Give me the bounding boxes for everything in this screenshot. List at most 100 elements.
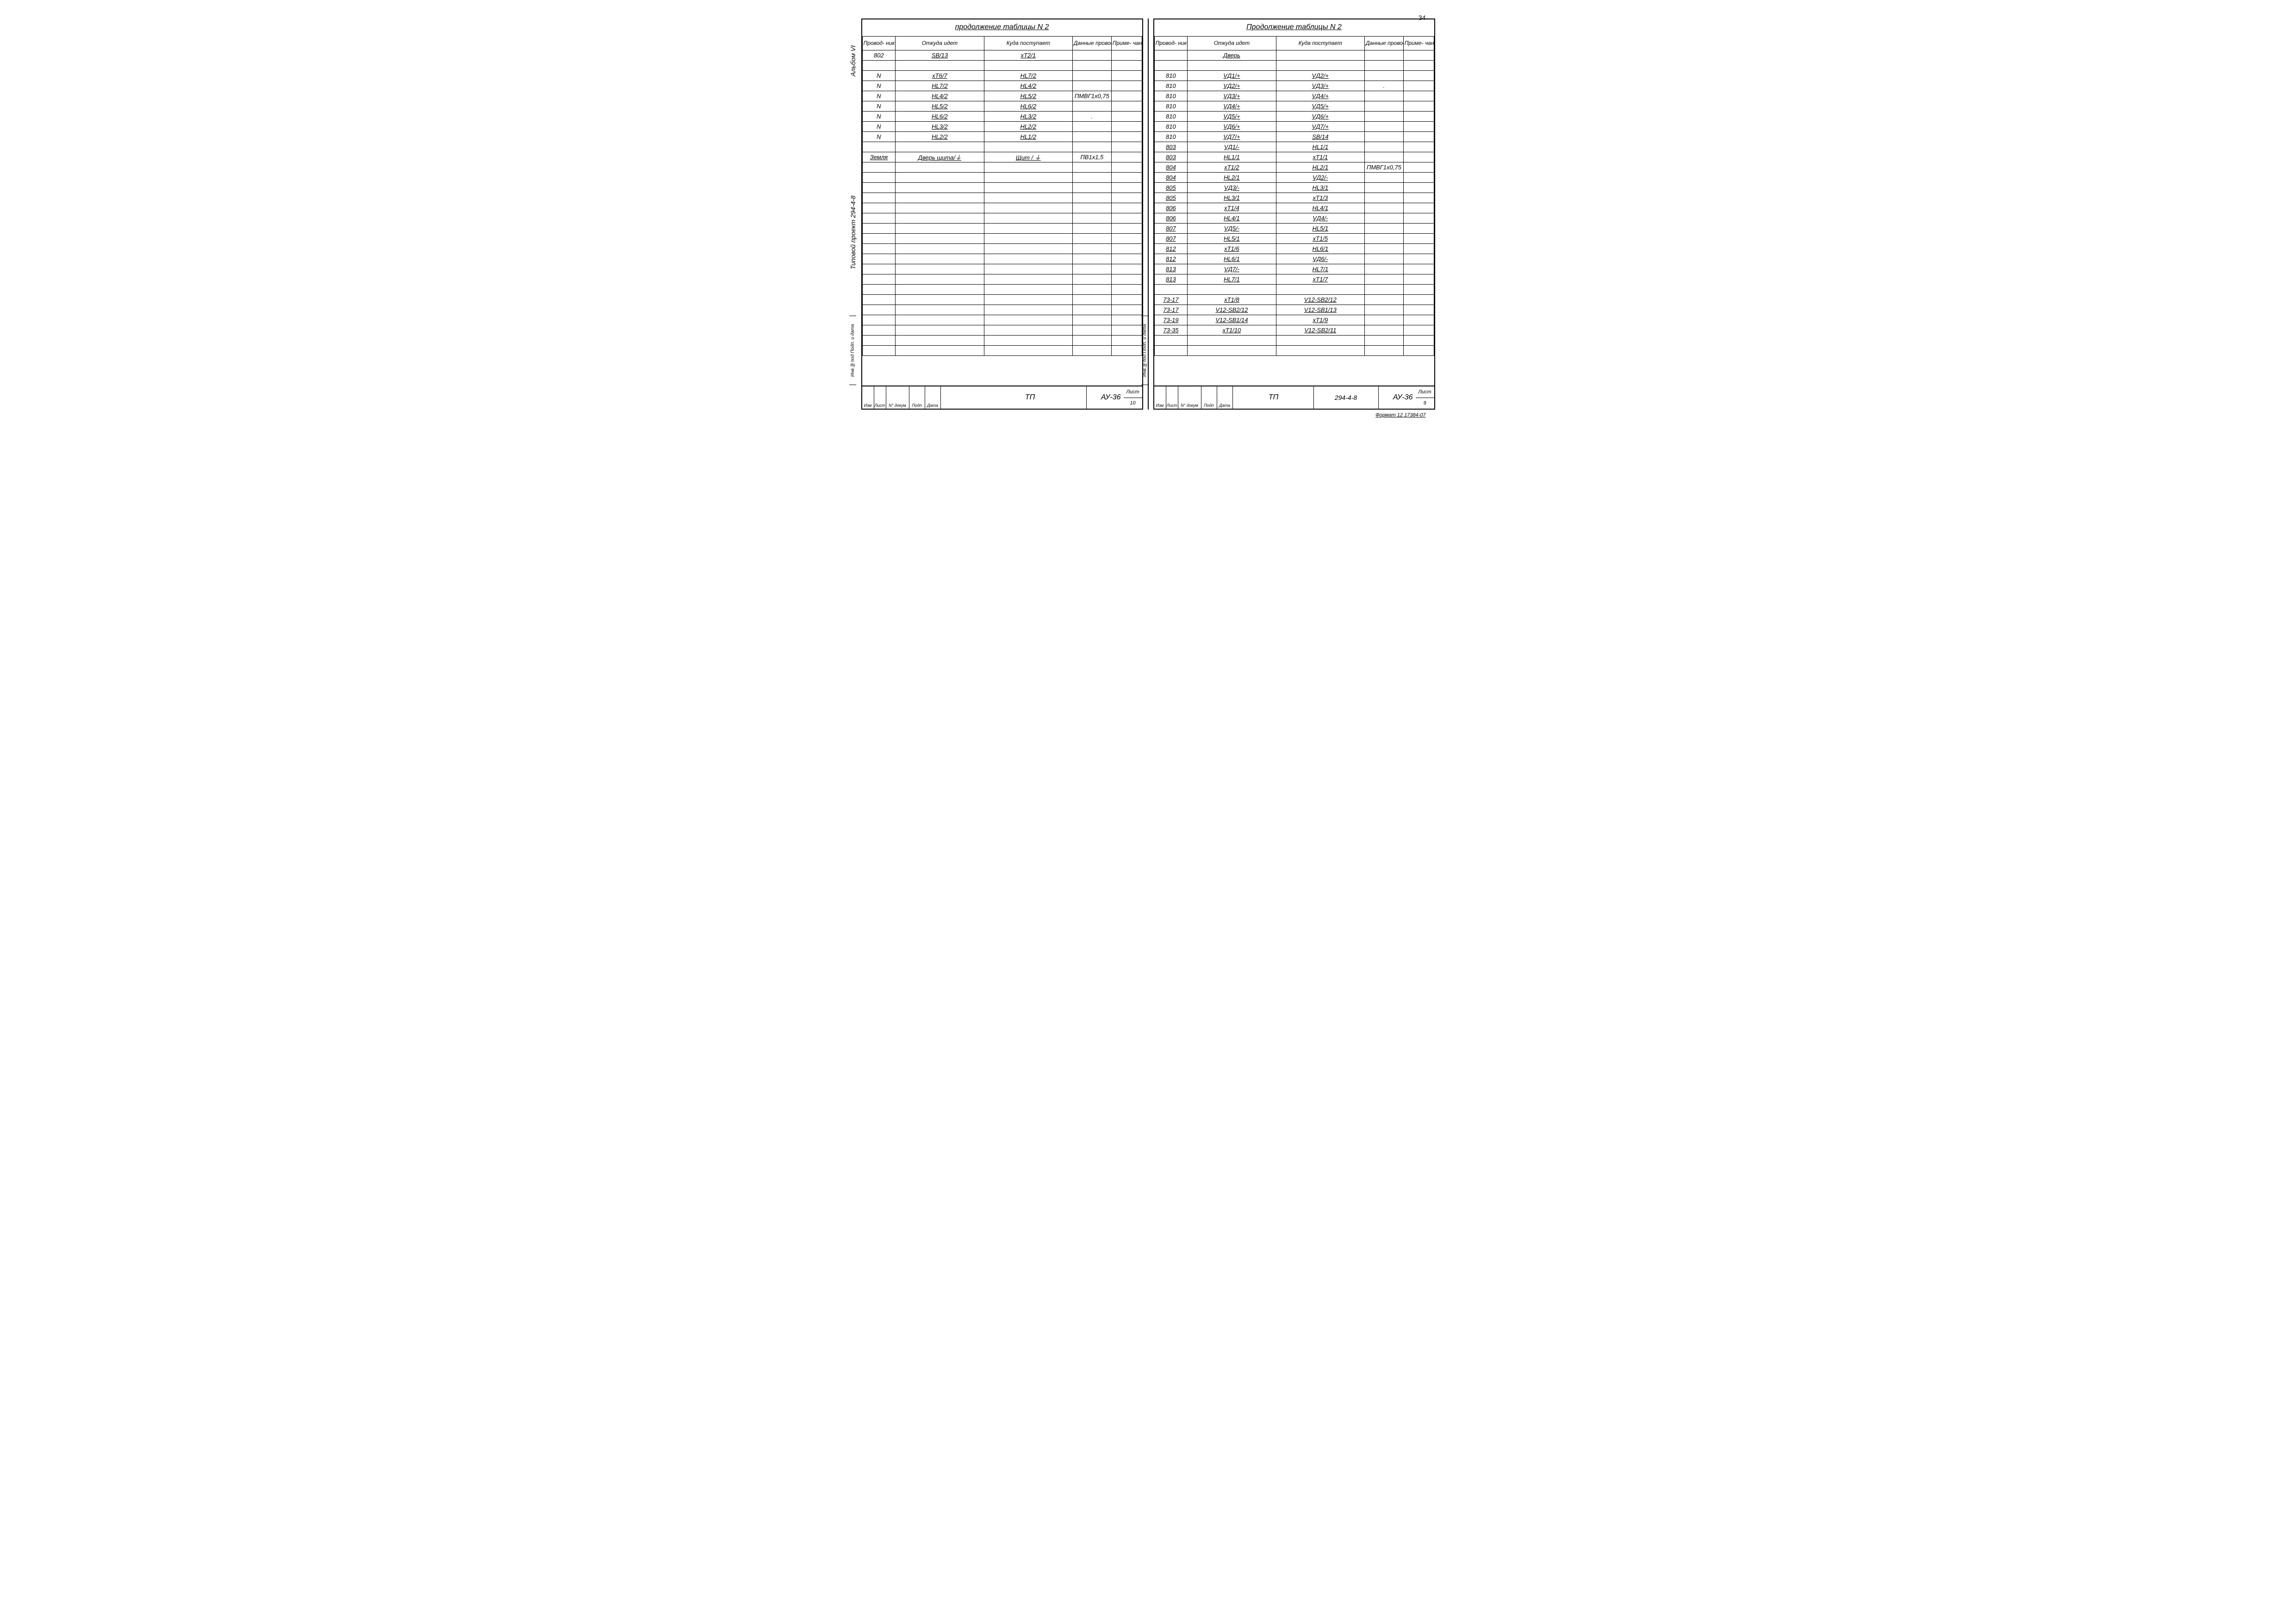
table-cell xyxy=(862,61,896,71)
table-cell xyxy=(1072,224,1111,234)
table-cell xyxy=(984,295,1072,305)
hdr-provodnik: Провод- ник xyxy=(862,37,896,50)
table-cell xyxy=(896,315,984,325)
table-cell xyxy=(1072,234,1111,244)
table-cell xyxy=(1364,183,1403,193)
table-cell: HL7/1 xyxy=(1188,274,1276,285)
table-cell xyxy=(1188,346,1276,356)
table-cell xyxy=(862,244,896,254)
tb-docnum: N° докум xyxy=(1178,386,1201,409)
table-cell xyxy=(1364,203,1403,213)
table-row: 810VД3/+VД4/+ xyxy=(1154,91,1434,101)
table-cell xyxy=(1072,315,1111,325)
table-cell xyxy=(1154,50,1188,61)
vert-text-inv-left: Инв.№под Подп. и дата xyxy=(849,316,856,385)
table-cell: VД5/- xyxy=(1188,224,1276,234)
table-cell xyxy=(1364,61,1403,71)
table-cell xyxy=(1072,213,1111,224)
table-cell xyxy=(862,183,896,193)
caption-left: продолжение таблицы N 2 xyxy=(862,19,1142,36)
table-cell: ПМВГ1x0,75 xyxy=(1364,162,1403,173)
table-cell xyxy=(896,234,984,244)
table-cell: HL3/2 xyxy=(984,112,1072,122)
vert-text-project: Типовой проект 294-4-8 xyxy=(849,168,857,297)
table-cell: HL2/2 xyxy=(984,122,1072,132)
tb-sheet-num: 10 xyxy=(1124,398,1142,409)
table-cell xyxy=(1364,91,1403,101)
table-cell: 802 xyxy=(862,50,896,61)
table-cell: ПМВГ1x0,75 xyxy=(1072,91,1111,101)
tb-code-left: АУ-36 xyxy=(1087,386,1124,409)
table-cell xyxy=(896,61,984,71)
table-cell xyxy=(1364,274,1403,285)
table-cell xyxy=(984,234,1072,244)
hdr-note: Приме- чание xyxy=(1111,37,1142,50)
table-cell xyxy=(1154,285,1188,295)
table-cell: xT1/5 xyxy=(1276,234,1364,244)
table-row: 805VД3/-HL3/1 xyxy=(1154,183,1434,193)
table-cell xyxy=(1364,224,1403,234)
table-cell xyxy=(1111,183,1142,193)
table-cell xyxy=(1403,81,1434,91)
table-cell xyxy=(1072,122,1111,132)
table-cell: VД6/- xyxy=(1276,254,1364,264)
table-cell xyxy=(1403,295,1434,305)
table-cell: HL1/1 xyxy=(1276,142,1364,152)
table-cell xyxy=(1364,285,1403,295)
table-cell xyxy=(1403,152,1434,162)
table-cell xyxy=(1072,142,1111,152)
table-cell xyxy=(1276,346,1364,356)
table-cell xyxy=(1072,183,1111,193)
table-cell: 73-35 xyxy=(1154,325,1188,336)
table-cell: 812 xyxy=(1154,244,1188,254)
title-block-left: Изм Лист N° докум Подп Дата ТП АУ-36 Лис… xyxy=(862,386,1142,409)
table-cell xyxy=(1403,203,1434,213)
table-cell xyxy=(1364,112,1403,122)
table-row: 803HL1/1xT1/1 xyxy=(1154,152,1434,162)
table-cell xyxy=(1072,305,1111,315)
table-cell: 806 xyxy=(1154,213,1188,224)
table-row xyxy=(862,346,1142,356)
table-row xyxy=(862,162,1142,173)
table-cell: HL3/2 xyxy=(896,122,984,132)
table-cell: N xyxy=(862,112,896,122)
table-cell: xT1/7 xyxy=(1276,274,1364,285)
table-cell: HL7/2 xyxy=(984,71,1072,81)
table-cell xyxy=(896,224,984,234)
table-cell xyxy=(1111,101,1142,112)
table-cell xyxy=(1111,173,1142,183)
table-cell: 803 xyxy=(1154,142,1188,152)
table-cell xyxy=(1403,224,1434,234)
table-cell xyxy=(862,213,896,224)
table-cell xyxy=(862,274,896,285)
table-cell: HL2/1 xyxy=(1276,162,1364,173)
table-cell: VД3/- xyxy=(1188,183,1276,193)
table-cell xyxy=(1403,101,1434,112)
table-cell xyxy=(984,142,1072,152)
table-cell xyxy=(862,193,896,203)
table-cell xyxy=(896,254,984,264)
table-cell xyxy=(984,193,1072,203)
table-cell xyxy=(984,61,1072,71)
table-cell: xT1/2 xyxy=(1188,162,1276,173)
table-row xyxy=(1154,346,1434,356)
table-row: 810VД6/+VД7/+ xyxy=(1154,122,1434,132)
table-cell xyxy=(896,173,984,183)
table-cell xyxy=(1072,264,1111,274)
table-cell: VД4/- xyxy=(1276,213,1364,224)
table-cell xyxy=(1072,285,1111,295)
table-cell xyxy=(1111,336,1142,346)
table-row xyxy=(862,203,1142,213)
table-cell xyxy=(1111,315,1142,325)
tb-docnum: N° докум xyxy=(886,386,909,409)
table-cell xyxy=(1364,325,1403,336)
table-cell xyxy=(1154,336,1188,346)
table-cell xyxy=(1403,71,1434,81)
table-cell xyxy=(1072,336,1111,346)
table-row: 810VД7/+SB/14 xyxy=(1154,132,1434,142)
table-cell xyxy=(1403,193,1434,203)
table-cell: VД2/+ xyxy=(1276,71,1364,81)
table-cell: 813 xyxy=(1154,274,1188,285)
tb-podp: Подп xyxy=(909,386,925,409)
table-cell: xT1/4 xyxy=(1188,203,1276,213)
